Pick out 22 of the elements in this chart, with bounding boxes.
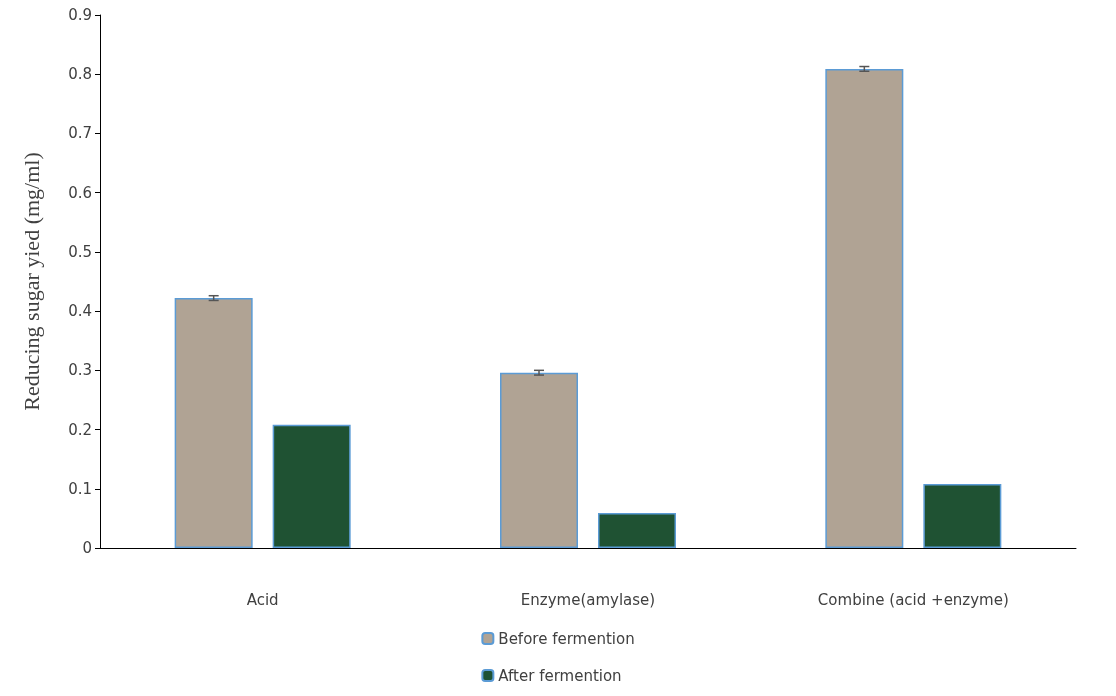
y-tick-label: 0.4	[68, 302, 92, 321]
bar	[272, 424, 351, 548]
bar	[500, 372, 578, 548]
legend-label: Before fermention	[498, 629, 635, 648]
y-tick-label: 0.2	[68, 420, 92, 439]
y-tick-label: 0	[82, 539, 92, 557]
y-tick-label: 0.3	[68, 361, 92, 380]
y-tick-label: 0.9	[68, 6, 92, 24]
bar	[923, 484, 1002, 548]
y-tick-label: 0.7	[68, 124, 92, 143]
bar	[598, 513, 676, 548]
y-axis-title: Reducing sugar yied (mg/ml)	[18, 152, 44, 411]
x-tick-label: Acid	[246, 590, 279, 609]
y-tick-label: 0.5	[68, 242, 92, 261]
y-tick-label: 0.1	[68, 479, 92, 498]
y-tick-label: 0.8	[68, 65, 92, 84]
bar	[174, 298, 253, 548]
x-tick-label: Enzyme(amylase)	[520, 590, 656, 609]
legend-label: After fermention	[498, 666, 622, 685]
bar	[825, 68, 904, 548]
y-tick-label: 0.6	[68, 183, 92, 202]
x-tick-label: Combine (acid +enzyme)	[817, 590, 1009, 609]
